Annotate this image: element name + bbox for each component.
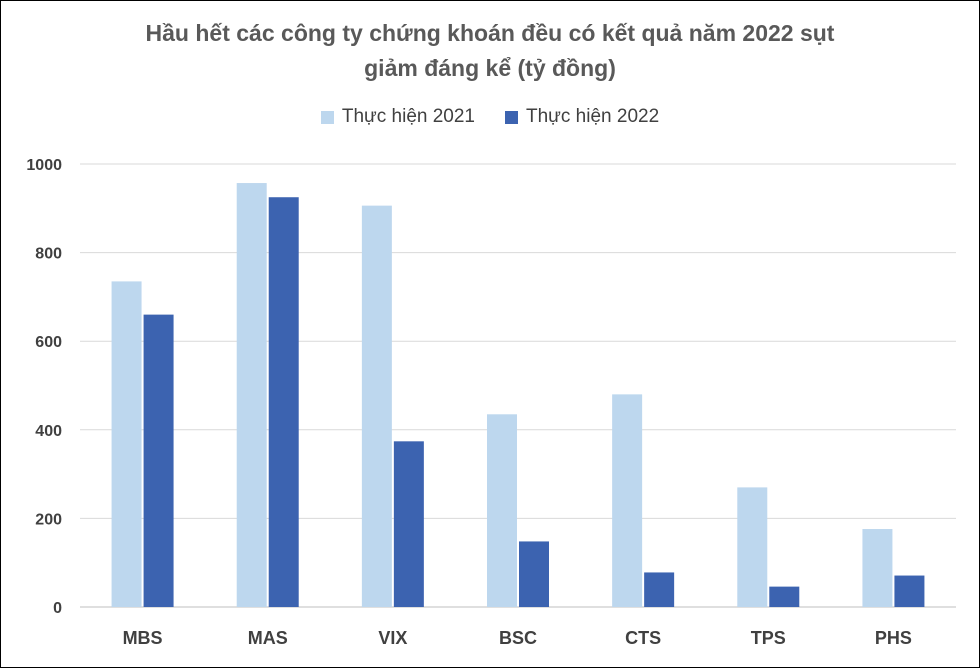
y-tick-label: 400 [35,423,62,440]
x-tick-label: PHS [875,628,912,648]
chart-title-line-2: giảm đáng kể (tỷ đồng) [364,55,616,81]
chart-legend: Thực hiện 2021 Thực hiện 2022 [0,106,980,128]
bar-2022-mas [268,197,299,607]
y-tick-label: 1000 [26,157,62,174]
x-tick-label: MBS [123,628,163,648]
y-tick-label: 800 [35,246,62,263]
bar-2022-bsc [519,541,549,607]
legend-swatch-2021 [320,110,334,124]
y-tick-label: 0 [53,600,62,617]
x-tick-label: BSC [499,628,537,648]
legend-label-2021: Thực hiện 2021 [341,106,475,127]
bar-2021-bsc [487,414,517,607]
x-tick-label: MAS [248,628,288,648]
x-tick-label: VIX [378,628,407,648]
x-tick-label: TPS [751,628,786,648]
bar-2021-vix [361,205,392,607]
bar-2021-mas [236,183,267,607]
bar-2022-phs [894,575,925,607]
legend-swatch-2022 [505,110,518,124]
bar-2022-mbs [143,314,174,607]
legend-item-2021: Thực hiện 2021 [320,106,475,128]
y-tick-label: 600 [35,334,62,351]
bar-2022-vix [393,441,424,607]
bar-2021-mbs [111,281,142,607]
bar-2022-cts [644,572,675,607]
bar-2021-tps [737,487,768,607]
y-tick-label: 200 [35,511,62,528]
legend-item-2022: Thực hiện 2022 [505,106,659,128]
bar-2021-cts [612,394,643,607]
chart-title-line-1: Hầu hết các công ty chứng khoán đều có k… [145,20,835,46]
bar-2022-tps [769,586,800,607]
legend-label-2022: Thực hiện 2022 [526,106,660,127]
bar-2021-phs [862,529,893,607]
x-tick-label: CTS [625,628,661,648]
